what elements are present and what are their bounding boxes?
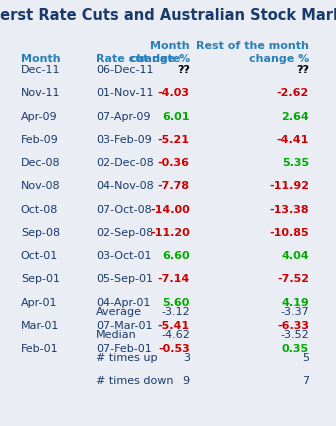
Text: -11.92: -11.92 xyxy=(269,181,309,191)
Text: -10.85: -10.85 xyxy=(269,227,309,237)
Text: 06-Dec-11: 06-Dec-11 xyxy=(96,65,153,75)
Text: 5: 5 xyxy=(302,352,309,362)
Text: Oct-01: Oct-01 xyxy=(21,250,58,261)
Text: Oct-08: Oct-08 xyxy=(21,204,58,214)
Text: -4.41: -4.41 xyxy=(277,135,309,144)
Text: 05-Sep-01: 05-Sep-01 xyxy=(96,274,153,284)
Text: 5.60: 5.60 xyxy=(163,297,190,307)
Text: 02-Sep-08: 02-Sep-08 xyxy=(96,227,153,237)
Text: -3.52: -3.52 xyxy=(280,329,309,339)
Text: Month: Month xyxy=(21,54,60,64)
Text: Interst Rate Cuts and Australian Stock Market: Interst Rate Cuts and Australian Stock M… xyxy=(0,8,336,23)
Text: 07-Feb-01: 07-Feb-01 xyxy=(96,343,152,354)
Text: 07-Oct-08: 07-Oct-08 xyxy=(96,204,152,214)
Text: -5.41: -5.41 xyxy=(158,320,190,330)
Text: 0.35: 0.35 xyxy=(282,343,309,354)
Text: Nov-11: Nov-11 xyxy=(21,88,60,98)
Text: -5.21: -5.21 xyxy=(158,135,190,144)
Text: Apr-09: Apr-09 xyxy=(21,111,57,121)
Text: 07-Apr-09: 07-Apr-09 xyxy=(96,111,150,121)
Text: ??: ?? xyxy=(296,65,309,75)
Text: -7.52: -7.52 xyxy=(277,274,309,284)
Text: -7.14: -7.14 xyxy=(158,274,190,284)
Text: # times up: # times up xyxy=(96,352,157,362)
Text: 2.64: 2.64 xyxy=(281,111,309,121)
Text: change %: change % xyxy=(130,54,190,64)
Text: 6.60: 6.60 xyxy=(162,250,190,261)
Text: 04-Apr-01: 04-Apr-01 xyxy=(96,297,150,307)
Text: Mar-01: Mar-01 xyxy=(21,320,59,330)
Text: -14.00: -14.00 xyxy=(150,204,190,214)
Text: -0.53: -0.53 xyxy=(158,343,190,354)
Text: 01-Nov-11: 01-Nov-11 xyxy=(96,88,153,98)
Text: -4.03: -4.03 xyxy=(158,88,190,98)
Text: ??: ?? xyxy=(177,65,190,75)
Text: Sep-01: Sep-01 xyxy=(21,274,60,284)
Text: 04-Nov-08: 04-Nov-08 xyxy=(96,181,154,191)
Text: Dec-08: Dec-08 xyxy=(21,158,60,168)
Text: Nov-08: Nov-08 xyxy=(21,181,60,191)
Text: # times down: # times down xyxy=(96,375,173,385)
Text: Rest of the month: Rest of the month xyxy=(196,41,309,51)
Text: Dec-11: Dec-11 xyxy=(21,65,60,75)
Text: -13.38: -13.38 xyxy=(269,204,309,214)
Text: 03-Oct-01: 03-Oct-01 xyxy=(96,250,151,261)
Text: 5.35: 5.35 xyxy=(282,158,309,168)
Text: Month: Month xyxy=(150,41,190,51)
Text: -0.36: -0.36 xyxy=(158,158,190,168)
Text: 03-Feb-09: 03-Feb-09 xyxy=(96,135,152,144)
Text: 6.01: 6.01 xyxy=(162,111,190,121)
Text: Feb-01: Feb-01 xyxy=(21,343,58,354)
Text: 02-Dec-08: 02-Dec-08 xyxy=(96,158,154,168)
Text: 4.04: 4.04 xyxy=(282,250,309,261)
Text: Apr-01: Apr-01 xyxy=(21,297,57,307)
Text: -2.62: -2.62 xyxy=(277,88,309,98)
Text: -6.33: -6.33 xyxy=(277,320,309,330)
Text: 07-Mar-01: 07-Mar-01 xyxy=(96,320,152,330)
Text: -11.20: -11.20 xyxy=(150,227,190,237)
Text: 7: 7 xyxy=(302,375,309,385)
Text: 9: 9 xyxy=(183,375,190,385)
Text: Median: Median xyxy=(96,329,136,339)
Text: 3: 3 xyxy=(183,352,190,362)
Text: Feb-09: Feb-09 xyxy=(21,135,58,144)
Text: -3.37: -3.37 xyxy=(280,306,309,316)
Text: Rate cut date: Rate cut date xyxy=(96,54,180,64)
Text: 4.19: 4.19 xyxy=(281,297,309,307)
Text: -7.78: -7.78 xyxy=(158,181,190,191)
Text: -4.62: -4.62 xyxy=(161,329,190,339)
Text: change %: change % xyxy=(249,54,309,64)
Text: -3.12: -3.12 xyxy=(161,306,190,316)
Text: Sep-08: Sep-08 xyxy=(21,227,60,237)
Text: Average: Average xyxy=(96,306,142,316)
